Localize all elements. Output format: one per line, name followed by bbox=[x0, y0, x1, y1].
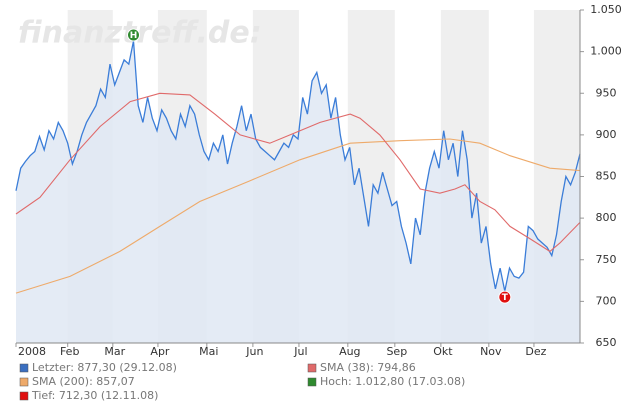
series-line bbox=[15, 138, 581, 294]
legend-label: SMA (200): 857,07 bbox=[32, 375, 135, 388]
y-tick-label: 850 bbox=[596, 170, 617, 183]
x-tick-label: Feb bbox=[60, 345, 79, 358]
x-tick-label: Aug bbox=[339, 345, 360, 358]
watermark: finanztreff.de: bbox=[18, 16, 262, 51]
legend-swatch bbox=[19, 391, 29, 401]
series-line bbox=[15, 92, 581, 253]
price-area bbox=[16, 41, 580, 343]
y-tick-label: 1.050 bbox=[590, 3, 622, 16]
legend-swatch bbox=[19, 363, 29, 373]
y-tick-label: 750 bbox=[596, 253, 617, 266]
y-tick-label: 900 bbox=[596, 128, 617, 141]
y-tick-label: 700 bbox=[596, 294, 617, 307]
x-tick-label: Sep bbox=[386, 345, 407, 358]
legend-swatch bbox=[19, 377, 29, 387]
legend-swatch bbox=[307, 363, 317, 373]
legend-label: Tief: 712,30 (12.11.08) bbox=[31, 389, 158, 402]
x-tick-label: Mar bbox=[104, 345, 125, 358]
series-line bbox=[15, 40, 581, 292]
x-tick-label: 2008 bbox=[18, 345, 46, 358]
x-tick-label: Jul bbox=[293, 345, 307, 358]
x-tick-label: Okt bbox=[433, 345, 453, 358]
y-tick-label: 650 bbox=[596, 336, 617, 349]
x-tick-label: Nov bbox=[480, 345, 502, 358]
high-marker-label: H bbox=[130, 31, 138, 41]
x-tick-label: Mai bbox=[199, 345, 218, 358]
legend-label: Hoch: 1.012,80 (17.03.08) bbox=[320, 375, 465, 388]
high-marker bbox=[127, 28, 140, 42]
low-marker bbox=[498, 290, 512, 304]
legend-label: Letzter: 877,30 (29.12.08) bbox=[32, 361, 177, 374]
y-tick-label: 950 bbox=[596, 86, 617, 99]
legend-swatch bbox=[307, 377, 317, 387]
x-tick-label: Jun bbox=[245, 345, 263, 358]
x-tick-label: Apr bbox=[150, 345, 170, 358]
x-tick-label: Dez bbox=[525, 345, 546, 358]
legend-label: SMA (38): 794,86 bbox=[320, 361, 416, 374]
y-tick-label: 800 bbox=[596, 211, 617, 224]
y-tick-label: 1.000 bbox=[590, 45, 622, 58]
low-marker-label: T bbox=[502, 293, 509, 303]
